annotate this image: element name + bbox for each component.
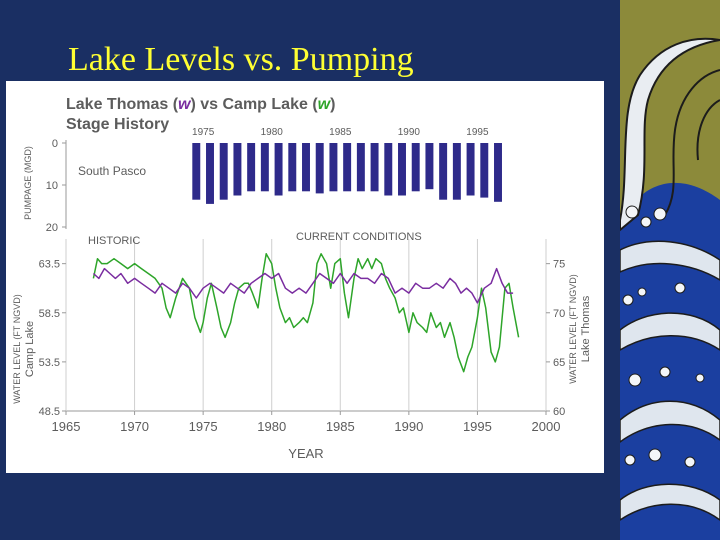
camp-lake-legend-glyph: w	[318, 96, 332, 113]
pumpage-bar	[425, 143, 434, 190]
pumpage-bar	[192, 143, 201, 200]
x-axis-title: YEAR	[288, 446, 323, 461]
pumpage-bar	[219, 143, 228, 200]
wave-decoration	[620, 0, 720, 540]
water-level-series	[92, 253, 520, 373]
x-tick-label: 1985	[326, 419, 355, 434]
pumpage-bar	[466, 143, 475, 196]
pumpage-bar	[274, 143, 283, 196]
pumpage-bar	[260, 143, 269, 192]
right-tick-label: 60	[553, 406, 565, 418]
chart-title-part3: )	[330, 96, 335, 113]
historic-annotation: HISTORIC	[88, 235, 140, 247]
pumpage-bars	[192, 143, 502, 204]
pumpage-year-label: 1995	[466, 127, 489, 138]
right-tick-label: 75	[553, 259, 565, 271]
pumpage-tick-labels: 0 10 20	[46, 138, 66, 234]
left-axis-label-line2: Camp Lake	[24, 321, 36, 377]
pumpage-year-label: 1980	[261, 127, 284, 138]
chart-canvas: Lake Thomas (w) vs Camp Lake (w) Stage H…	[12, 96, 592, 461]
x-tick-label: 1980	[257, 419, 286, 434]
right-axis-label-line2: Lake Thomas	[580, 295, 592, 362]
current-conditions-annotation: CURRENT CONDITIONS	[296, 231, 422, 243]
pumpage-bar	[411, 143, 420, 192]
x-tick-label: 2000	[532, 419, 561, 434]
pumpage-bar	[315, 143, 324, 194]
pumpage-bar	[384, 143, 393, 196]
pumpage-bar	[206, 143, 214, 204]
left-tick-label: 58.5	[39, 308, 60, 320]
lake-thomas-line	[92, 267, 514, 304]
chart-title-part1: Lake Thomas (	[66, 96, 179, 113]
pumpage-bar	[439, 143, 448, 200]
x-axis-ticks: 1965 1970 1975 1980 1985 1990 1995 2000	[52, 411, 561, 434]
x-tick-label: 1990	[394, 419, 423, 434]
chart-title-line2: Stage History	[66, 116, 169, 133]
pumpage-year-label: 1990	[398, 127, 421, 138]
pumpage-tick-label: 0	[52, 138, 58, 150]
pumpage-bar	[494, 143, 502, 202]
pumpage-year-labels: 1975 1980 1985 1990 1995	[192, 127, 489, 138]
camp-lake-line	[92, 253, 520, 373]
right-axis-ticks: 75 70 65 60	[546, 259, 565, 418]
right-axis-label-line1: WATER LEVEL (FT NGVD)	[568, 274, 578, 384]
wellfield-label: South Pasco	[78, 164, 146, 178]
chart-image: Lake Thomas (w) vs Camp Lake (w) Stage H…	[6, 81, 604, 473]
right-tick-label: 65	[553, 357, 565, 369]
chart-title-line1: Lake Thomas (w) vs Camp Lake (w)	[66, 96, 335, 113]
x-tick-label: 1970	[120, 419, 149, 434]
slide-title: Lake Levels vs. Pumping	[68, 41, 414, 78]
left-tick-label: 48.5	[39, 406, 60, 418]
pumpage-tick-label: 20	[46, 222, 58, 234]
pumpage-tick-label: 10	[46, 180, 58, 192]
pumpage-bar	[302, 143, 310, 192]
left-axis-ticks: 63.5 58.5 53.5 48.5	[39, 259, 66, 418]
chart-title-part2: ) vs Camp Lake (	[190, 96, 318, 113]
wave-illustration	[620, 0, 720, 540]
right-tick-label: 70	[553, 308, 565, 320]
x-tick-label: 1975	[189, 419, 218, 434]
lake-thomas-legend-glyph: w	[178, 96, 192, 113]
pumpage-bar	[452, 143, 461, 200]
pumpage-bar	[233, 143, 242, 196]
pumpage-bar	[329, 143, 338, 192]
pumpage-bar	[288, 143, 297, 192]
left-axis-label-line1: WATER LEVEL (FT NGVD)	[12, 294, 22, 404]
pumpage-year-label: 1985	[329, 127, 352, 138]
pumpage-bar	[343, 143, 352, 192]
x-tick-label: 1995	[463, 419, 492, 434]
left-tick-label: 63.5	[39, 259, 60, 271]
pumpage-bar	[370, 143, 379, 192]
pumpage-bar	[356, 143, 365, 192]
pumpage-bar	[480, 143, 489, 198]
pumpage-bar	[398, 143, 406, 196]
pumpage-axis-label: PUMPAGE (MGD)	[23, 146, 33, 220]
x-tick-label: 1965	[52, 419, 81, 434]
left-tick-label: 53.5	[39, 357, 60, 369]
pumpage-year-label: 1975	[192, 127, 215, 138]
pumpage-bar	[247, 143, 256, 192]
year-grid	[65, 239, 547, 411]
